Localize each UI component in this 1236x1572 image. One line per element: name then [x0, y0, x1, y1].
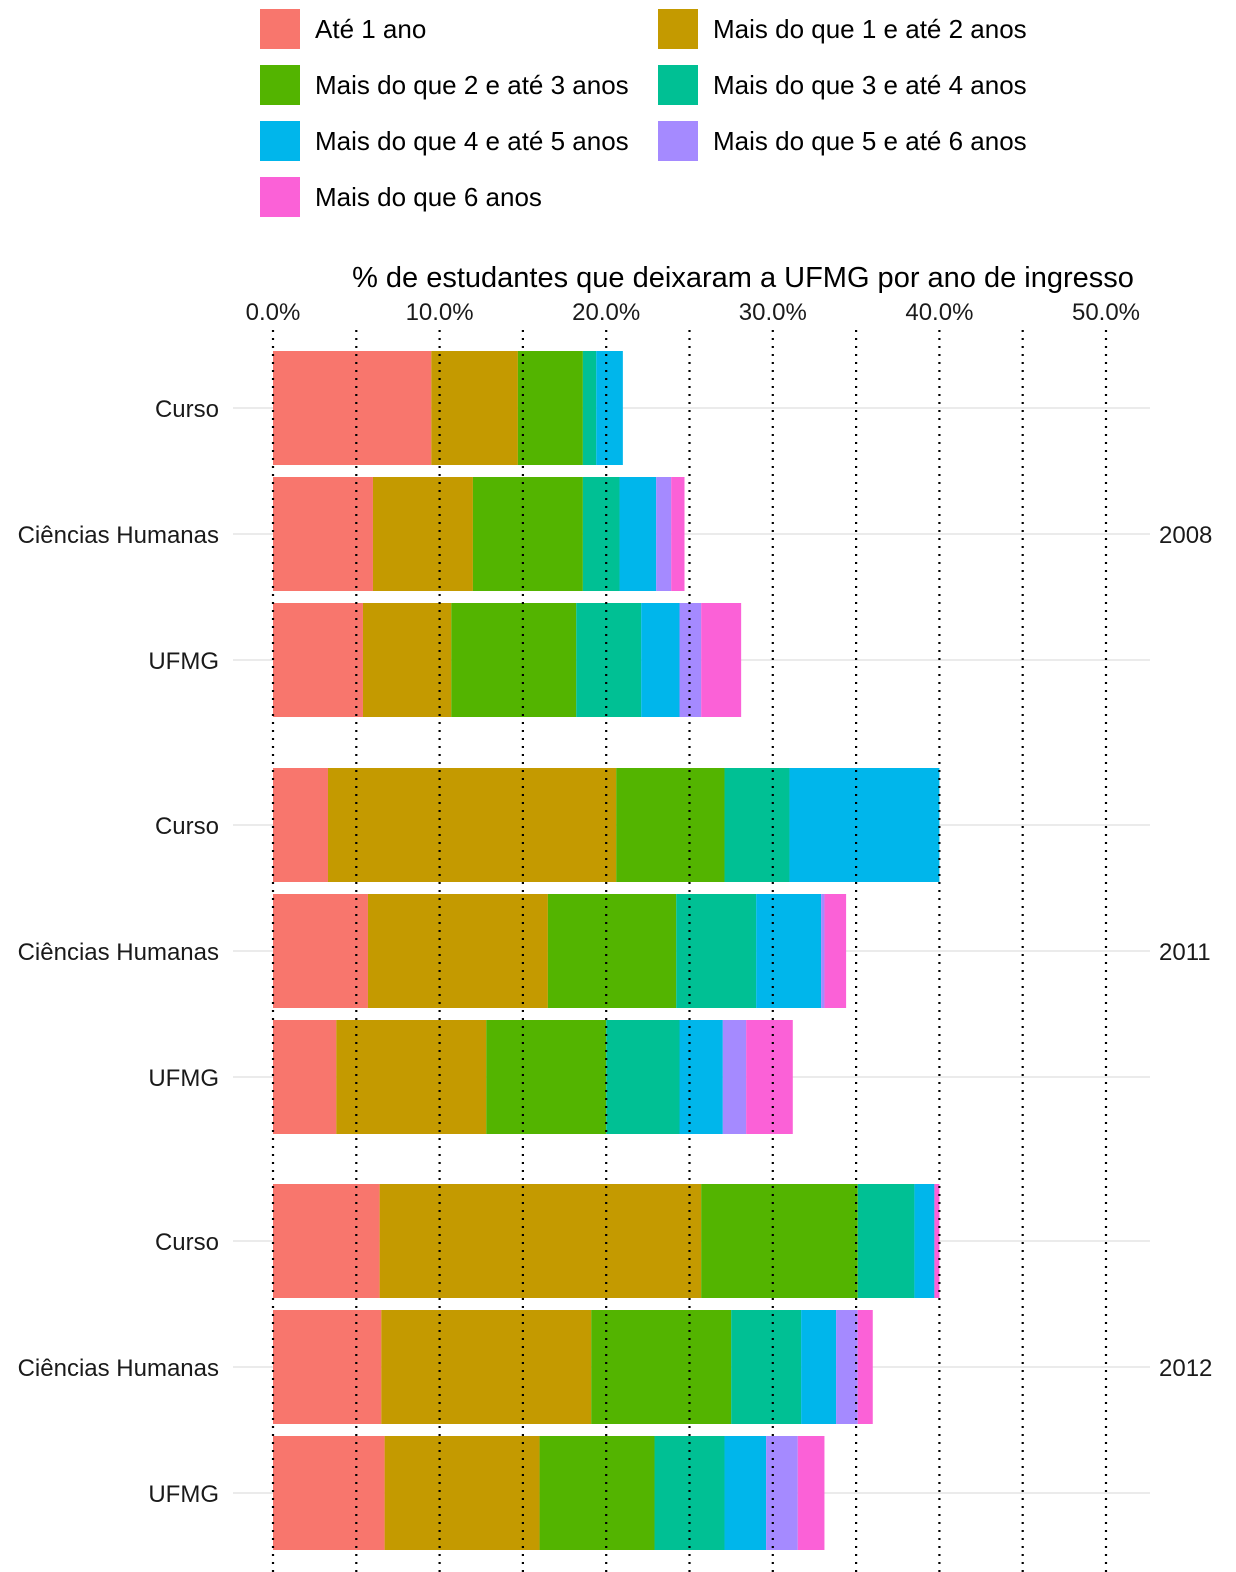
category-label: Curso	[155, 813, 219, 840]
bar-segment-2012-ufmg-ate-1-ano	[273, 1436, 385, 1550]
bar-segment-2012-ciencias-humanas-ate-1-ano	[273, 1310, 382, 1424]
legend-label: Mais do que 2 e até 3 anos	[315, 70, 629, 100]
x-tick-label: 40.0%	[905, 299, 973, 326]
bar-segment-2012-ufmg-mais-do-que-3-e-ate-4-anos	[654, 1436, 725, 1550]
bar-segment-2011-ufmg-mais-do-que-4-e-ate-5-anos	[679, 1020, 723, 1134]
bar-segment-2012-curso-ate-1-ano	[273, 1184, 380, 1298]
bar-segment-2011-curso-ate-1-ano	[273, 768, 328, 882]
category-label: UFMG	[148, 648, 219, 675]
category-label: Ciências Humanas	[18, 522, 219, 549]
bar-segment-2012-ufmg-mais-do-que-5-e-ate-6-anos	[766, 1436, 798, 1550]
bar-segment-2008-ufmg-ate-1-ano	[273, 603, 363, 717]
bar-segment-2011-ufmg-mais-do-que-3-e-ate-4-anos	[606, 1020, 680, 1134]
legend-label: Até 1 ano	[315, 14, 426, 44]
legend-label: Mais do que 4 e até 5 anos	[315, 126, 629, 156]
bar-segment-2011-ufmg-mais-do-que-2-e-ate-3-anos	[486, 1020, 607, 1134]
bar-segment-2011-ciencias-humanas-mais-do-que-4-e-ate-5-anos	[756, 894, 822, 1008]
bar-segment-2011-curso-mais-do-que-4-e-ate-5-anos	[789, 768, 940, 882]
category-label: Ciências Humanas	[18, 1355, 219, 1382]
category-labels: Curso Ciências Humanas UFMG Curso Ciências H…	[18, 396, 219, 1508]
bar-segment-2011-ciencias-humanas-mais-do-que-1-e-ate-2-anos	[367, 894, 548, 1008]
bar-segment-2012-curso-mais-do-que-2-e-ate-3-anos	[701, 1184, 858, 1298]
x-tick-label: 50.0%	[1072, 299, 1140, 326]
facet-label: 2008	[1159, 522, 1212, 549]
x-tick-label: 20.0%	[572, 299, 640, 326]
legend-label: Mais do que 5 e até 6 anos	[713, 126, 1027, 156]
x-axis-ticks: 0.0% 10.0% 20.0% 30.0% 40.0% 50.0%	[246, 299, 1140, 326]
bar-segment-2012-ciencias-humanas-mais-do-que-1-e-ate-2-anos	[381, 1310, 592, 1424]
legend-key-mais-do-que-5-e-ate-6-anos	[658, 121, 698, 161]
facet-label: 2012	[1159, 1355, 1212, 1382]
legend-key-mais-do-que-6-anos	[260, 177, 300, 217]
bar-segment-2012-ciencias-humanas-mais-do-que-4-e-ate-5-anos	[801, 1310, 837, 1424]
legend-label: Mais do que 1 e até 2 anos	[713, 14, 1027, 44]
bar-segment-2008-ciencias-humanas-mais-do-que-6-anos	[671, 477, 685, 591]
bar-segment-2012-ciencias-humanas-mais-do-que-3-e-ate-4-anos	[731, 1310, 802, 1424]
legend: Até 1 ano Mais do que 1 e até 2 anos Mais …	[260, 9, 1027, 217]
legend-label: Mais do que 6 anos	[315, 182, 542, 212]
x-tick-label: 10.0%	[406, 299, 474, 326]
bar-segment-2008-curso-mais-do-que-2-e-ate-3-anos	[517, 351, 583, 465]
facet-label: 2011	[1159, 939, 1211, 966]
bar-segment-2008-ufmg-mais-do-que-1-e-ate-2-anos	[362, 603, 452, 717]
bar-segment-2008-ciencias-humanas-ate-1-ano	[273, 477, 373, 591]
bar-segment-2012-ufmg-mais-do-que-4-e-ate-5-anos	[724, 1436, 767, 1550]
legend-key-mais-do-que-1-e-ate-2-anos	[658, 9, 698, 49]
bar-segment-2011-ciencias-humanas-mais-do-que-6-anos	[824, 894, 847, 1008]
legend-key-mais-do-que-2-e-ate-3-anos	[260, 65, 300, 105]
bar-segment-2008-ufmg-mais-do-que-6-anos	[701, 603, 742, 717]
category-label: UFMG	[148, 1481, 219, 1508]
x-tick-label: 0.0%	[246, 299, 301, 326]
bar-segment-2011-ufmg-mais-do-que-6-anos	[746, 1020, 793, 1134]
category-label: UFMG	[148, 1065, 219, 1092]
bar-segment-2012-ufmg-mais-do-que-1-e-ate-2-anos	[384, 1436, 540, 1550]
category-label: Curso	[155, 1229, 219, 1256]
bar-segment-2008-ciencias-humanas-mais-do-que-4-e-ate-5-anos	[619, 477, 657, 591]
bar-segment-2008-curso-ate-1-ano	[273, 351, 432, 465]
bar-segment-2012-curso-mais-do-que-1-e-ate-2-anos	[379, 1184, 702, 1298]
bar-segment-2012-ciencias-humanas-mais-do-que-6-anos	[857, 1310, 873, 1424]
category-label: Curso	[155, 396, 219, 423]
bar-segment-2012-ufmg-mais-do-que-6-anos	[797, 1436, 825, 1550]
bar-segment-2011-ciencias-humanas-mais-do-que-3-e-ate-4-anos	[676, 894, 757, 1008]
bar-segment-2012-ciencias-humanas-mais-do-que-2-e-ate-3-anos	[591, 1310, 732, 1424]
bar-segment-2011-curso-mais-do-que-1-e-ate-2-anos	[327, 768, 617, 882]
x-tick-label: 30.0%	[739, 299, 807, 326]
bar-segment-2011-ufmg-mais-do-que-1-e-ate-2-anos	[336, 1020, 487, 1134]
legend-key-ate-1-ano	[260, 9, 300, 49]
legend-key-mais-do-que-3-e-ate-4-anos	[658, 65, 698, 105]
bar-segment-2008-ciencias-humanas-mais-do-que-1-e-ate-2-anos	[372, 477, 473, 591]
bar-segment-2008-ufmg-mais-do-que-3-e-ate-4-anos	[576, 603, 642, 717]
bar-segment-2011-ciencias-humanas-mais-do-que-5-e-ate-6-anos	[821, 894, 825, 1008]
bar-segment-2008-ciencias-humanas-mais-do-que-2-e-ate-3-anos	[472, 477, 583, 591]
bar-segment-2012-curso-mais-do-que-6-anos	[934, 1184, 940, 1298]
legend-label: Mais do que 3 e até 4 anos	[713, 70, 1027, 100]
x-axis-title: % de estudantes que deixaram a UFMG por …	[352, 262, 1134, 294]
bar-segment-2008-curso-mais-do-que-4-e-ate-5-anos	[596, 351, 623, 465]
bar-segment-2008-ciencias-humanas-mais-do-que-3-e-ate-4-anos	[582, 477, 620, 591]
category-label: Ciências Humanas	[18, 939, 219, 966]
bar-segment-2011-curso-mais-do-que-2-e-ate-3-anos	[616, 768, 725, 882]
bar-segment-2008-ufmg-mais-do-que-4-e-ate-5-anos	[641, 603, 680, 717]
bar-segment-2012-ufmg-mais-do-que-2-e-ate-3-anos	[539, 1436, 655, 1550]
bar-segment-2011-ciencias-humanas-mais-do-que-2-e-ate-3-anos	[547, 894, 677, 1008]
bar-segment-2011-ufmg-mais-do-que-5-e-ate-6-anos	[722, 1020, 747, 1134]
bar-segment-2012-ciencias-humanas-mais-do-que-5-e-ate-6-anos	[836, 1310, 858, 1424]
legend-key-mais-do-que-4-e-ate-5-anos	[260, 121, 300, 161]
bar-segment-2012-curso-mais-do-que-4-e-ate-5-anos	[914, 1184, 935, 1298]
bar-segment-2008-ufmg-mais-do-que-2-e-ate-3-anos	[451, 603, 577, 717]
bar-segment-2011-ciencias-humanas-ate-1-ano	[273, 894, 368, 1008]
bar-segment-2008-curso-mais-do-que-1-e-ate-2-anos	[431, 351, 518, 465]
bar-segment-2011-curso-mais-do-que-3-e-ate-4-anos	[724, 768, 790, 882]
facet-labels: 2008 2011 2012	[1159, 522, 1212, 1382]
bar-segment-2011-ufmg-ate-1-ano	[273, 1020, 337, 1134]
bar-segment-2012-curso-mais-do-que-3-e-ate-4-anos	[857, 1184, 915, 1298]
bar-segment-2008-curso-mais-do-que-3-e-ate-4-anos	[582, 351, 597, 465]
bar-segment-2008-ciencias-humanas-mais-do-que-5-e-ate-6-anos	[656, 477, 672, 591]
